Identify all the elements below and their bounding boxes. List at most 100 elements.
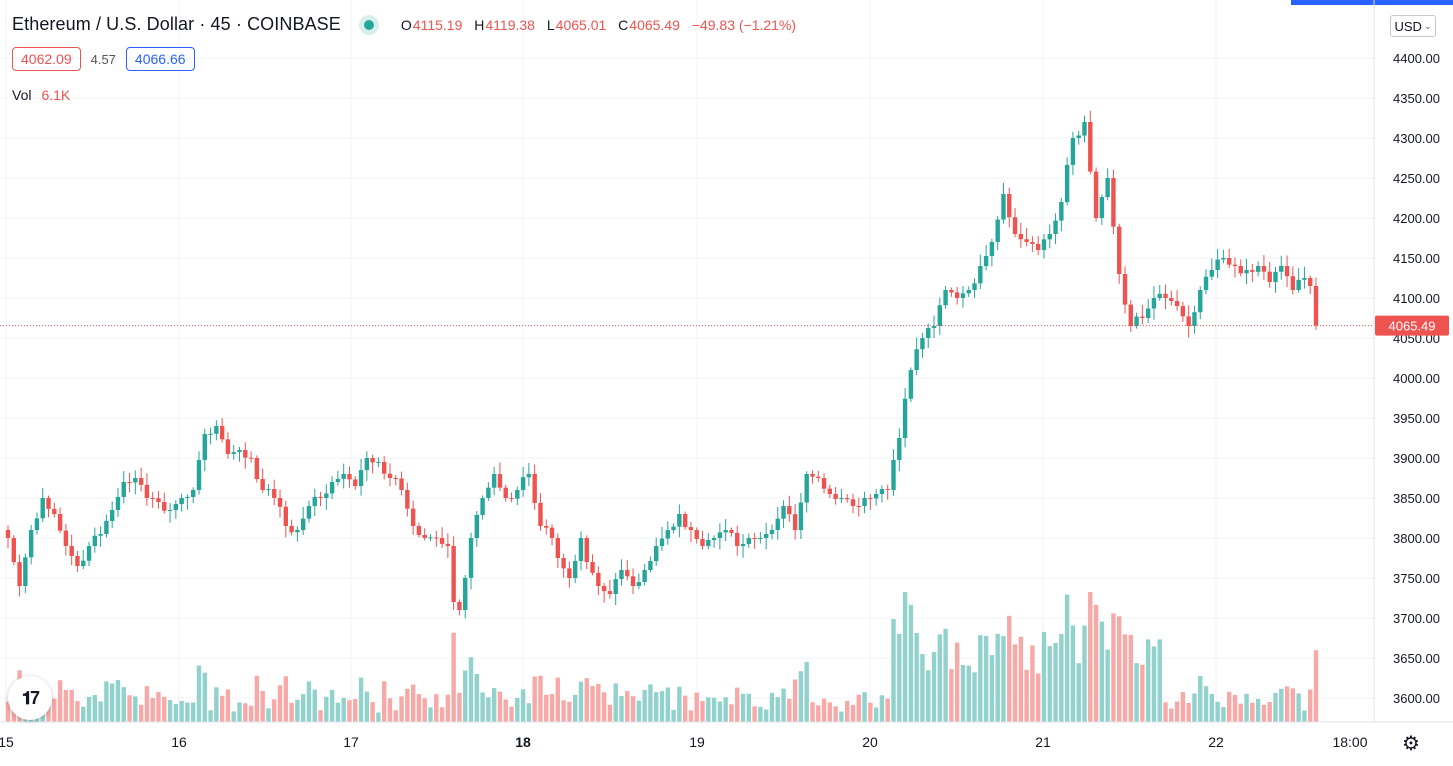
volume-bar [1238, 703, 1243, 722]
volume-bar [1279, 688, 1284, 722]
volume-bar [816, 705, 821, 722]
volume-bar [5, 701, 11, 722]
candle-body [520, 477, 526, 490]
candle-body [370, 458, 375, 463]
volume-bar [769, 692, 775, 722]
volume-bar [665, 687, 670, 722]
volume-bar [1250, 702, 1255, 722]
volume-bar [109, 683, 115, 722]
candle-body [532, 474, 537, 503]
candle-body [1232, 264, 1238, 266]
price-tick-label: 4200.00 [1393, 211, 1440, 226]
candle-body [711, 538, 717, 540]
symbol-title[interactable]: Ethereum / U.S. Dollar · 45 · COINBASE [12, 14, 341, 34]
volume-bar [538, 675, 543, 722]
candle-body [1186, 316, 1191, 326]
candle-body [902, 398, 908, 438]
volume-bar [69, 690, 74, 722]
candle-body [723, 530, 728, 533]
candle-body [173, 504, 179, 510]
candle-body [833, 494, 838, 499]
volume-bar [1041, 631, 1047, 722]
volume-bar [312, 689, 317, 722]
volume-bar [468, 657, 474, 722]
candle-body [798, 502, 804, 530]
candle-body [769, 530, 775, 535]
candle-body [150, 498, 155, 499]
candle-body [196, 460, 202, 490]
candle-body [694, 530, 699, 539]
candle-body [920, 338, 925, 350]
candle-body [98, 534, 103, 536]
volume-bar [1174, 701, 1180, 722]
price-tick-label: 3700.00 [1393, 611, 1440, 626]
volume-bar [434, 694, 439, 722]
tradingview-logo-icon[interactable]: 𝟏7 [8, 676, 52, 720]
volume-bar [717, 701, 723, 722]
candle-body [989, 242, 995, 256]
volume-bar [1209, 693, 1215, 722]
candle-body [1145, 308, 1151, 318]
buy-price-button[interactable]: 4066.66 [125, 47, 195, 71]
volume-bar [104, 681, 109, 722]
candle-body [625, 570, 630, 577]
volume-bar [266, 708, 271, 722]
volume-bar [463, 670, 468, 722]
volume-bar [1111, 613, 1116, 722]
candle-body [1226, 258, 1232, 265]
candle-body [324, 493, 329, 498]
volume-bar [185, 702, 190, 722]
volume-bar [625, 691, 630, 722]
candle-body [1151, 298, 1157, 309]
volume-bar [954, 642, 960, 722]
volume-bar [682, 695, 688, 722]
candle-body [1140, 316, 1145, 318]
volume-bar [1163, 702, 1168, 722]
candle-body [908, 370, 914, 399]
candle-body [584, 538, 589, 562]
currency-selector[interactable]: USD ⌄ [1390, 15, 1436, 37]
sell-price-button[interactable]: 4062.09 [12, 47, 81, 71]
candle-body [1255, 266, 1261, 272]
candle-body [358, 470, 364, 486]
volume-bar [509, 706, 514, 722]
price-tick-label: 3800.00 [1393, 531, 1440, 546]
candle-body [1290, 276, 1296, 290]
volume-bar [1076, 663, 1081, 722]
candle-body [191, 490, 196, 497]
volume-bar [746, 693, 752, 722]
volume-bar [758, 706, 763, 722]
volume-label: Vol [12, 87, 32, 103]
price-tick-label: 4150.00 [1393, 251, 1440, 266]
time-tick-label: 22 [1208, 734, 1224, 750]
chart-grid [0, 0, 1374, 722]
volume-bar [445, 694, 451, 722]
volume-bar [364, 691, 370, 722]
market-status-dot[interactable] [358, 14, 379, 35]
candle-body [619, 570, 624, 580]
candle-body [1261, 266, 1267, 272]
volume-bar [978, 635, 983, 722]
volume-bar [1267, 702, 1272, 722]
volume-bar [868, 702, 873, 722]
volume-bar [1232, 694, 1238, 722]
volume-bar [1180, 692, 1186, 722]
volume-bar [1093, 604, 1099, 722]
candle-body [260, 479, 265, 490]
volume-legend[interactable]: Vol 6.1K [12, 87, 70, 103]
volume-bar [740, 693, 746, 722]
candle-body [306, 506, 312, 519]
candle-body [1111, 178, 1116, 227]
candle-body [816, 476, 821, 478]
volume-bar [989, 655, 995, 722]
candle-body [497, 474, 503, 488]
volume-bar [1082, 625, 1087, 722]
gear-icon[interactable]: ⚙ [1402, 733, 1420, 755]
volume-bar [891, 619, 896, 722]
candle-body [567, 568, 572, 578]
volume-bar [850, 704, 856, 722]
volume-bar [237, 702, 242, 722]
volume-bar [1308, 689, 1313, 722]
volume-bar [966, 665, 971, 722]
